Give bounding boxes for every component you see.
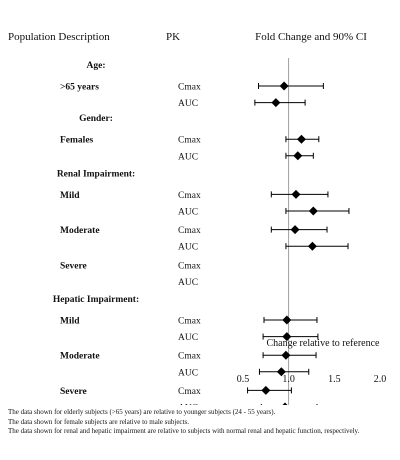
point-estimate-marker <box>271 98 281 108</box>
pk-label-auc: AUC <box>178 333 198 343</box>
category-label: Hepatic Impairment: <box>53 295 139 305</box>
point-estimate-marker <box>282 315 292 325</box>
x-tick-label: 0.5 <box>237 374 250 385</box>
pk-label-auc: AUC <box>178 99 198 109</box>
pk-label-auc: AUC <box>178 208 198 218</box>
point-estimate-marker <box>280 402 290 412</box>
footnote-impairment: The data shown for renal and hepatic imp… <box>8 427 360 436</box>
subgroup-label: Mild <box>60 317 80 327</box>
pk-label-auc: AUC <box>178 152 198 162</box>
point-estimate-marker <box>281 350 291 360</box>
point-estimate-marker <box>308 206 318 216</box>
header-population: Population Description <box>8 31 110 43</box>
x-tick-label: 2.0 <box>374 374 387 385</box>
pk-label-auc: AUC <box>178 368 198 378</box>
category-label: Gender: <box>79 114 113 124</box>
subgroup-label: Severe <box>60 387 87 397</box>
pk-label-auc: AUC <box>178 278 198 288</box>
x-axis: 0.5 1.0 1.5 2.0 <box>237 58 387 417</box>
category-label: Age: <box>87 61 106 71</box>
subgroup-label: >65 years <box>60 83 99 93</box>
pk-label-cmax: Cmax <box>178 317 201 327</box>
point-estimate-marker <box>276 367 286 377</box>
point-estimate-marker <box>261 385 271 395</box>
subgroup-label: Mild <box>60 191 80 201</box>
point-estimate-marker <box>307 241 317 251</box>
point-estimate-marker <box>282 332 292 342</box>
point-estimate-marker <box>279 81 289 91</box>
forest-plot: Population Description PK Fold Change an… <box>8 31 387 417</box>
subgroup-label: Severe <box>60 261 87 271</box>
footnote-age: The data shown for elderly subjects (>65… <box>8 408 276 416</box>
header-fold-change: Fold Change and 90% CI <box>255 31 367 43</box>
pk-label-cmax: Cmax <box>178 261 201 271</box>
point-estimate-marker <box>293 151 303 161</box>
forest-rows: Age: >65 years Cmax AUC Gender: Females Cmax AU… <box>53 61 350 414</box>
x-tick-label: 1.5 <box>328 374 341 385</box>
subgroup-label: Females <box>60 136 94 146</box>
category-label: Renal Impairment: <box>57 169 135 179</box>
pk-label-cmax: Cmax <box>178 191 201 201</box>
footnote-gender: The data shown for female subjects are r… <box>8 417 189 426</box>
pk-label-cmax: Cmax <box>178 226 201 236</box>
footnotes: The data shown for elderly subjects (>65… <box>8 408 394 437</box>
pk-label-auc: AUC <box>178 404 198 406</box>
pk-label-cmax: Cmax <box>178 387 201 397</box>
pk-label-cmax: Cmax <box>178 352 201 362</box>
point-estimate-marker <box>290 225 300 235</box>
pk-label-auc: AUC <box>178 243 198 253</box>
subgroup-label: Moderate <box>60 226 100 236</box>
pk-label-cmax: Cmax <box>178 136 201 146</box>
subgroup-label: Moderate <box>60 352 100 362</box>
x-axis-label: Change relative to reference <box>267 338 381 349</box>
header-pk: PK <box>166 31 180 43</box>
point-estimate-marker <box>296 134 306 144</box>
x-tick-label: 1.0 <box>282 374 295 385</box>
point-estimate-marker <box>291 189 301 199</box>
pk-label-cmax: Cmax <box>178 83 201 93</box>
